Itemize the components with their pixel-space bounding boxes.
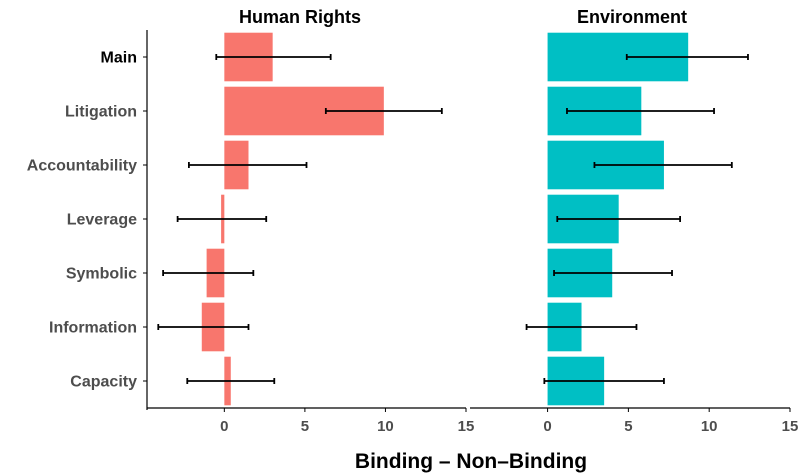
- category-label-leverage: Leverage: [67, 212, 137, 229]
- x-tick-label-environment-0: 0: [543, 418, 551, 435]
- error-bar-human-rights-main: [215, 54, 332, 60]
- panel-title-human-rights: Human Rights: [239, 7, 361, 27]
- panel-human-rights: 0 5 10 15: [147, 32, 475, 435]
- x-tick-label-environment-5: 5: [624, 418, 632, 435]
- category-label-main: Main: [101, 50, 137, 67]
- category-label-litigation: Litigation: [65, 104, 137, 121]
- category-label-information: Information: [49, 320, 137, 337]
- x-tick-label-environment-15: 15: [782, 418, 799, 435]
- x-tick-label-environment-10: 10: [701, 418, 718, 435]
- error-bar-environment-leverage: [556, 216, 682, 222]
- category-label-accountability: Accountability: [27, 158, 137, 175]
- error-bar-human-rights-leverage: [176, 216, 268, 222]
- category-labels: Main Litigation Accountability Leverage Symb…: [27, 30, 148, 410]
- x-tick-label-human-rights-10: 10: [377, 418, 394, 435]
- error-bar-human-rights-accountability: [187, 162, 308, 168]
- error-bar-environment-symbolic: [553, 270, 673, 276]
- error-bar-human-rights-litigation: [324, 108, 443, 114]
- x-tick-label-human-rights-0: 0: [220, 418, 228, 435]
- error-bar-environment-accountability: [593, 162, 733, 168]
- x-tick-label-human-rights-15: 15: [458, 418, 475, 435]
- category-label-capacity: Capacity: [70, 374, 137, 391]
- panel-environment: 0 5 10 15: [470, 32, 799, 435]
- x-tick-label-human-rights-5: 5: [301, 418, 309, 435]
- category-label-symbolic: Symbolic: [66, 266, 137, 283]
- error-bar-human-rights-capacity: [186, 378, 276, 384]
- panel-titles: Human Rights Environment: [239, 7, 687, 27]
- error-bar-environment-main: [625, 54, 749, 60]
- error-bar-environment-litigation: [566, 108, 715, 114]
- error-bar-human-rights-information: [157, 324, 250, 330]
- error-bar-environment-information: [525, 324, 638, 330]
- x-axis-label: Binding – Non–Binding: [355, 450, 587, 473]
- panel-title-environment: Environment: [577, 7, 687, 27]
- error-bar-environment-capacity: [543, 378, 665, 384]
- error-bar-human-rights-symbolic: [162, 270, 255, 276]
